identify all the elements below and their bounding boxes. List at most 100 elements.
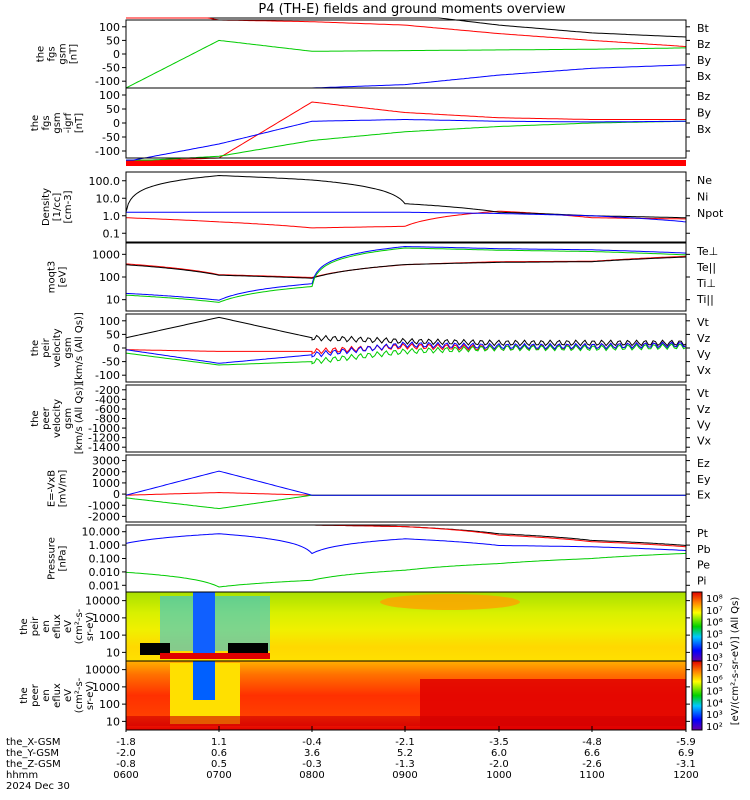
y-tick-label: -1000 <box>88 422 120 435</box>
y-axis-label: eflux <box>52 614 63 639</box>
x-tick-label: -2.0 <box>489 759 509 770</box>
y-tick-label: -1200 <box>88 432 120 445</box>
series-Ti⊥ <box>125 245 687 301</box>
colorbar-tick-label: 10⁵ <box>706 687 723 698</box>
panel-frame <box>125 242 687 312</box>
y-tick-label: -600 <box>95 403 120 416</box>
series-group-7 <box>125 470 686 510</box>
legend-By: By <box>697 107 712 120</box>
y-axis-label: velocity <box>52 328 63 367</box>
x-row-label: 2024 Dec 30 <box>6 781 70 792</box>
x-tick-label: 5.2 <box>397 748 413 759</box>
y-axis-label: gsm <box>63 337 74 358</box>
legend-Vt: Vt <box>697 316 710 329</box>
colorbar-gradient <box>691 660 703 731</box>
legend-Vy: Vy <box>697 348 711 361</box>
x-tick-label: -0.8 <box>116 759 136 770</box>
series-group-2 <box>126 101 686 161</box>
panel-frame <box>125 171 687 243</box>
y-axis-label: eflux <box>52 683 63 708</box>
x-tick-label: -5.9 <box>676 737 696 748</box>
y-axis-label: [cm-3] <box>63 190 74 223</box>
y-tick-label: -400 <box>95 393 120 406</box>
x-tick-label: 6.6 <box>584 748 600 759</box>
series-Vy <box>125 343 687 366</box>
legend-Ey: Ey <box>697 473 711 486</box>
colorbar-tick-label: 10⁷ <box>706 606 723 617</box>
series-group-8 <box>125 524 687 588</box>
x-tick-label: 0900 <box>392 770 417 781</box>
series-Pb <box>126 524 687 548</box>
x-tick-label: 0.5 <box>211 759 227 770</box>
panel-frame <box>125 454 687 523</box>
no-data-block <box>228 643 268 655</box>
legend-Ne: Ne <box>697 174 712 187</box>
y-axis-label: [nT] <box>74 113 85 133</box>
y-tick-label: 0 <box>113 488 120 501</box>
y-tick-label: 0.100 <box>89 553 121 566</box>
panel-p3: 100.0 10.0 1.0 0.1 Density [1/cc] [cm-3] Ne Ni Np… <box>41 174 724 240</box>
y-tick-label: 100 <box>99 698 120 711</box>
colorbar-tick-label: 10⁵ <box>706 629 723 640</box>
y-axis-label: sr-eV) <box>85 612 96 641</box>
y-axis-label: fgs <box>41 115 52 130</box>
y-tick-label: -100 <box>95 369 120 382</box>
series-Te⊥ <box>125 255 687 279</box>
series-Pi <box>125 533 687 555</box>
y-axis-label: peer <box>41 406 52 430</box>
legend-Npot: Npot <box>697 207 724 220</box>
legend-Bz: Bz <box>697 90 711 103</box>
y-tick-label: 0 <box>113 117 120 130</box>
x-tick-label: -1.3 <box>395 759 415 770</box>
legend-Ni: Ni <box>697 191 708 204</box>
y-axis-label: gsm <box>52 112 63 133</box>
series-Pe <box>125 553 686 588</box>
series-Ni <box>125 174 687 219</box>
legend-Vt: Vt <box>697 387 710 400</box>
colorbar-tick-label: 10² <box>706 722 723 733</box>
y-tick-label: 50 <box>106 103 120 116</box>
y-tick-label: 2000 <box>92 466 120 479</box>
x-row-label: the_Y-GSM <box>6 748 59 759</box>
series-Ti|| <box>125 247 687 303</box>
y-axis-label: [1/cc] <box>52 193 63 222</box>
x-tick-label: 0700 <box>206 770 231 781</box>
y-axis-label: velocity <box>52 399 63 438</box>
y-tick-label: 1000 <box>92 612 120 625</box>
y-tick-label: 0 <box>113 48 120 61</box>
panel-frame <box>125 384 687 453</box>
panel-p9: 10000 1000 100 10 the peir en eflux eV (cm²-s-sr-… <box>19 595 690 659</box>
series-Te|| <box>125 256 687 279</box>
y-axis-label: moqt3 <box>47 261 58 294</box>
series-Npot <box>126 211 687 223</box>
y-tick-label: -1000 <box>88 499 120 512</box>
legend-Vy: Vy <box>697 419 711 432</box>
flux-enhancement <box>380 594 520 610</box>
y-tick-label: 50 <box>106 34 120 47</box>
x-tick-label: 0800 <box>299 770 324 781</box>
y-axis-label: [km/s (All Qs)] <box>74 383 85 455</box>
y-axis-label: [eV] <box>58 267 69 288</box>
legend-Ti||: Ti|| <box>696 293 714 306</box>
legend-Pi: Pi <box>697 574 706 587</box>
y-tick-label: 0.010 <box>89 566 121 579</box>
series-Bx <box>126 119 686 161</box>
panel-frame <box>125 87 687 159</box>
legend-Vz: Vz <box>697 332 711 345</box>
panel-p6: -200-400-600-800-1000-1200-1400 the peer ve… <box>30 383 712 455</box>
series-Ey <box>125 494 686 510</box>
series-Vt <box>125 316 687 347</box>
legend-Bx: Bx <box>697 123 712 136</box>
y-axis-label: peir <box>41 337 52 357</box>
y-axis-label: the <box>30 115 41 131</box>
y-tick-label: 0.1 <box>103 227 121 240</box>
colorbar-tick-label: 10⁶ <box>706 675 723 686</box>
x-tick-label: -1.8 <box>116 737 136 748</box>
y-axis-label: [nPa] <box>58 545 69 571</box>
x-tick-label: -2.6 <box>582 759 602 770</box>
legend-Ez: Ez <box>697 457 710 470</box>
colorbar-tick-label: 10⁴ <box>706 698 723 709</box>
